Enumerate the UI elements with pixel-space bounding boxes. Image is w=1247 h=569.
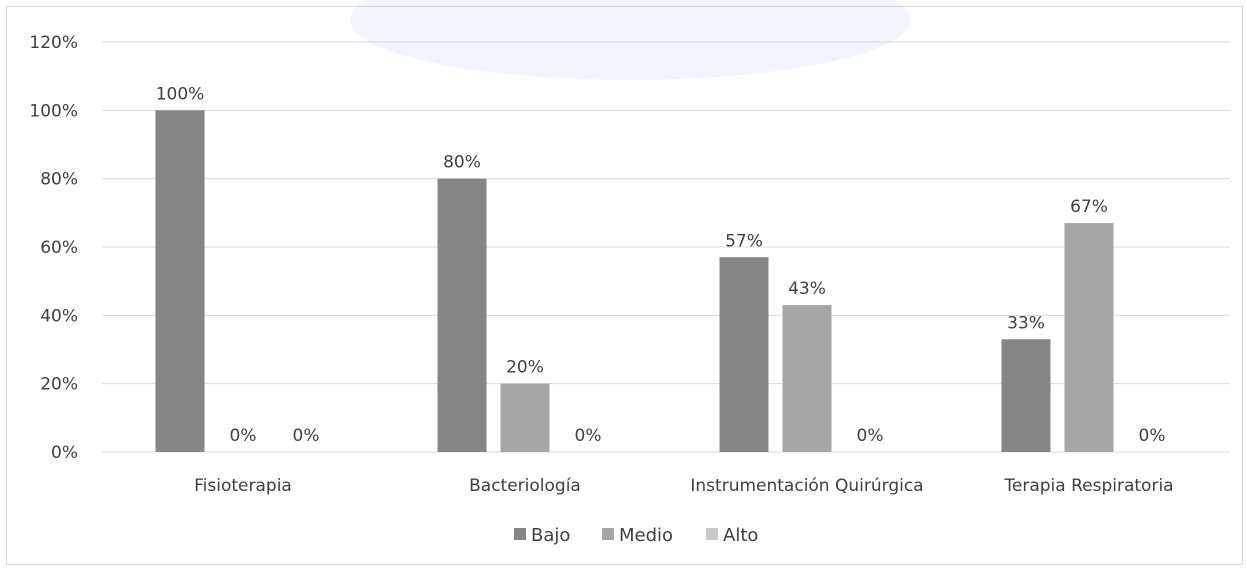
data-label: 0% [575, 426, 602, 446]
watermark-logo [350, 0, 910, 80]
gridlines [102, 41, 1230, 453]
data-label: 0% [293, 426, 320, 446]
y-tick-label: 100% [29, 101, 78, 121]
legend-swatch [602, 528, 614, 540]
bar [437, 178, 487, 452]
category-label: Terapia Respiratoria [1003, 476, 1173, 496]
data-label: 0% [857, 426, 884, 446]
data-label: 67% [1070, 197, 1108, 217]
data-label: 0% [1139, 426, 1166, 446]
y-tick-label: 120% [29, 33, 78, 53]
y-tick-label: 60% [40, 238, 78, 258]
bar [782, 305, 832, 452]
data-label: 57% [725, 231, 763, 251]
bars [155, 110, 1114, 452]
y-tick-label: 0% [51, 443, 78, 463]
category-label: Instrumentación Quirúrgica [690, 476, 923, 496]
data-label: 33% [1007, 313, 1045, 333]
bar [1064, 223, 1114, 452]
legend: Bajo Medio Alto [514, 525, 758, 546]
bar [719, 257, 769, 452]
category-label: Fisioterapia [194, 476, 292, 496]
bar [155, 110, 205, 452]
data-label: 100% [156, 84, 205, 104]
category-labels: Fisioterapia Bacteriología Instrumentación… [194, 476, 1173, 496]
chart-frame [6, 6, 1243, 565]
y-tick-label: 20% [40, 375, 78, 395]
legend-label: Bajo [531, 525, 570, 546]
data-label: 43% [788, 279, 826, 299]
bar [1001, 339, 1051, 452]
bar [500, 383, 550, 452]
y-axis-ticks: 0% 20% 40% 60% 80% 100% 120% [29, 33, 78, 463]
legend-swatch [514, 528, 526, 540]
data-label: 0% [230, 426, 257, 446]
legend-swatch [706, 528, 718, 540]
y-tick-label: 80% [40, 170, 78, 190]
legend-label: Medio [619, 525, 673, 546]
data-label: 80% [443, 153, 481, 173]
legend-label: Alto [723, 525, 758, 546]
data-labels: 100% 0% 0% 80% 20% 0% 57% 43% 0% 33% 67% 0% [156, 84, 1166, 446]
y-tick-label: 40% [40, 306, 78, 326]
category-label: Bacteriología [469, 476, 581, 496]
data-label: 20% [506, 358, 544, 378]
